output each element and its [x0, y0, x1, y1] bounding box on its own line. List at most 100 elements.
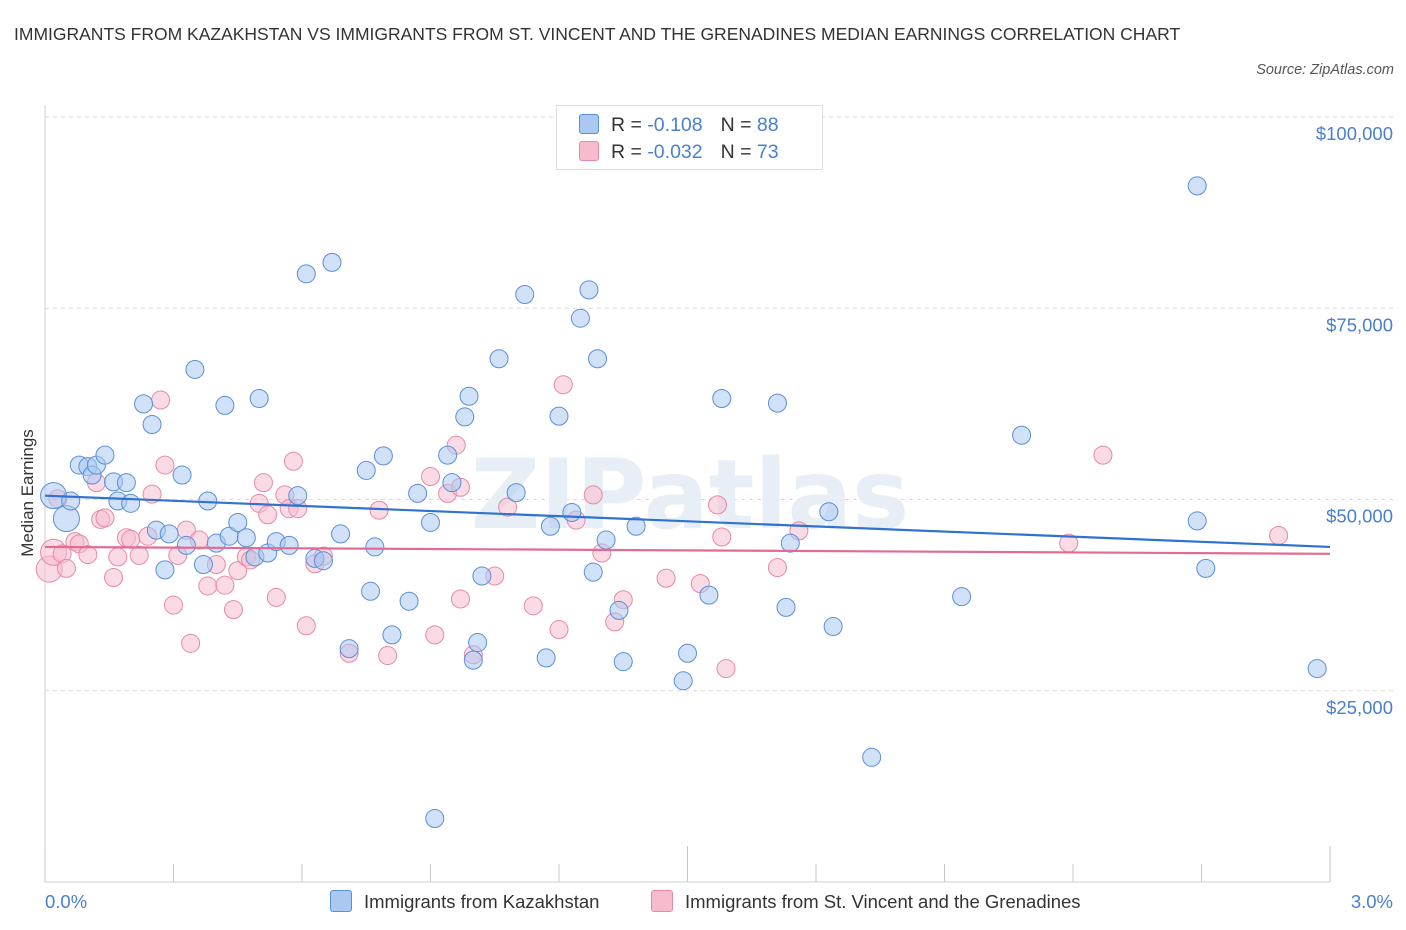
data-point-kazakhstan [823, 616, 843, 636]
data-point-st-vincent [716, 659, 736, 679]
data-point-kazakhstan [1307, 659, 1327, 679]
data-point-st-vincent [155, 455, 175, 475]
legend-label-st-vincent: Immigrants from St. Vincent and the Gren… [685, 891, 1081, 912]
data-point-kazakhstan [819, 502, 839, 522]
data-point-st-vincent [151, 390, 171, 410]
legend-swatch-st-vincent [651, 890, 673, 912]
y-tick-label: $50,000 [1326, 506, 1393, 527]
data-point-st-vincent [296, 616, 316, 636]
legend-n-value: 88 [756, 114, 779, 136]
data-point-st-vincent [258, 505, 278, 525]
data-point-st-vincent [498, 497, 518, 517]
data-point-kazakhstan [515, 284, 535, 304]
data-point-kazakhstan [155, 560, 175, 580]
data-point-st-vincent [181, 633, 201, 653]
data-point-kazakhstan [767, 393, 787, 413]
trend-line-st-vincent [44, 545, 1331, 555]
data-point-kazakhstan [176, 535, 196, 555]
data-point-kazakhstan [626, 516, 646, 536]
data-point-st-vincent [56, 558, 76, 578]
data-point-st-vincent [450, 589, 470, 609]
data-point-kazakhstan [382, 625, 402, 645]
legend-n-label: N = [720, 141, 757, 163]
data-point-kazakhstan [61, 491, 81, 511]
data-point-kazakhstan [583, 562, 603, 582]
series-st-vincent-points [35, 375, 1289, 679]
data-point-st-vincent [656, 568, 676, 588]
data-point-kazakhstan [339, 639, 359, 659]
data-point-st-vincent [104, 568, 124, 588]
legend-r-label: R = [611, 114, 648, 136]
data-point-kazakhstan [421, 512, 440, 532]
data-point-kazakhstan [142, 415, 162, 435]
data-point-kazakhstan [570, 308, 590, 328]
data-point-kazakhstan [459, 386, 479, 406]
data-point-st-vincent [707, 495, 727, 515]
data-point-st-vincent [108, 547, 128, 567]
data-point-st-vincent [78, 545, 98, 565]
legend-swatch-st-vincent [579, 141, 599, 161]
data-point-kazakhstan [365, 537, 385, 557]
legend-row-kazakhstan: R = -0.108 N = 88 [579, 112, 779, 138]
data-point-kazakhstan [408, 483, 428, 503]
data-point-st-vincent [767, 558, 787, 578]
legend-item-st-vincent[interactable]: Immigrants from St. Vincent and the Gren… [651, 888, 1081, 916]
data-point-st-vincent [198, 576, 218, 596]
data-point-kazakhstan [373, 446, 393, 466]
data-point-kazakhstan [506, 483, 526, 503]
data-point-kazakhstan [699, 585, 719, 605]
data-point-kazakhstan [313, 551, 333, 571]
data-point-kazakhstan [215, 395, 235, 415]
series-kazakhstan-points [40, 176, 1327, 829]
data-point-kazakhstan [579, 280, 599, 300]
data-point-kazakhstan [1187, 511, 1207, 531]
data-point-st-vincent [164, 595, 183, 615]
data-point-st-vincent [228, 561, 248, 581]
data-point-kazakhstan [399, 591, 419, 611]
y-tick-label: $75,000 [1326, 314, 1393, 335]
data-point-kazakhstan [442, 473, 462, 493]
x-tick-label-max: 3.0% [1351, 891, 1393, 912]
data-point-kazakhstan [1012, 425, 1032, 445]
data-point-st-vincent [583, 485, 603, 505]
data-point-kazakhstan [185, 359, 205, 379]
data-point-st-vincent [121, 529, 141, 549]
data-point-kazakhstan [172, 465, 192, 485]
chart-title: IMMIGRANTS FROM KAZAKHSTAN VS IMMIGRANTS… [14, 24, 1181, 44]
data-point-kazakhstan [678, 643, 697, 663]
legend-swatch-kazakhstan [330, 890, 352, 912]
data-point-st-vincent [712, 527, 732, 547]
data-point-kazakhstan [356, 460, 376, 480]
data-point-kazakhstan [1187, 176, 1207, 196]
data-point-kazakhstan [116, 473, 136, 493]
legend-n-label: N = [720, 114, 757, 136]
data-point-st-vincent [215, 575, 235, 595]
x-tick-marks [44, 846, 1331, 882]
data-point-kazakhstan [193, 555, 213, 575]
data-point-st-vincent [95, 508, 115, 528]
y-tick-label: $25,000 [1326, 697, 1393, 718]
legend-n-value: 73 [756, 141, 779, 163]
data-point-st-vincent [253, 473, 273, 493]
data-point-kazakhstan [596, 530, 616, 550]
data-point-st-vincent [142, 484, 162, 504]
correlation-legend: R = -0.108 N = 88 R = -0.032 N = 73 [556, 105, 823, 170]
data-point-st-vincent [223, 600, 243, 620]
data-point-kazakhstan [673, 671, 693, 691]
data-point-kazakhstan [121, 493, 141, 513]
data-point-st-vincent [283, 451, 303, 471]
data-point-kazakhstan [236, 528, 256, 548]
data-point-st-vincent [421, 467, 440, 487]
trend-line-kazakhstan [44, 494, 1331, 549]
data-point-st-vincent [1269, 525, 1289, 545]
data-point-kazakhstan [952, 587, 972, 607]
data-point-kazakhstan [862, 747, 882, 767]
data-point-st-vincent [378, 646, 398, 666]
source-label: Source: ZipAtlas.com [1256, 62, 1394, 78]
legend-row-st-vincent: R = -0.032 N = 73 [579, 139, 779, 165]
legend-item-kazakhstan[interactable]: Immigrants from Kazakhstan [330, 888, 599, 916]
data-point-kazakhstan [549, 406, 569, 426]
y-axis-label: Median Earnings [18, 429, 37, 557]
data-point-kazakhstan [613, 652, 633, 672]
